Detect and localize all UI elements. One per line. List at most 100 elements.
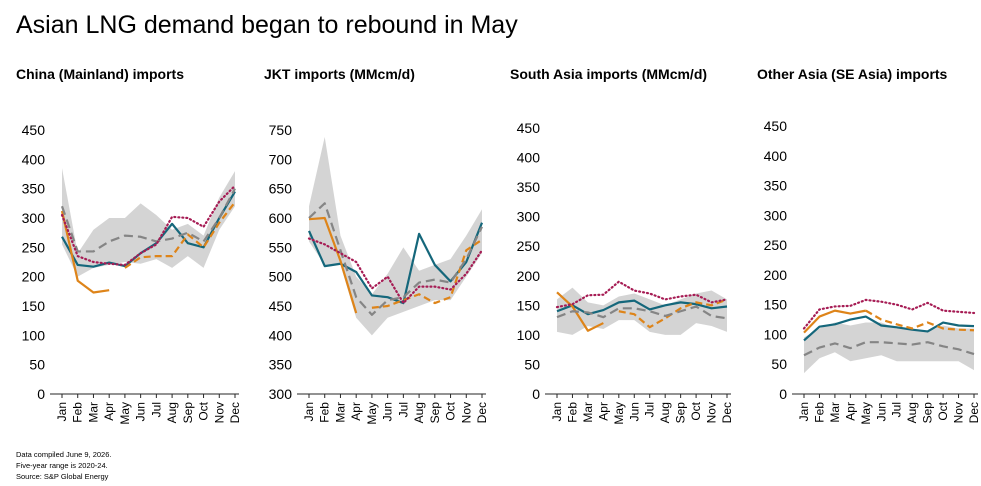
x-tick-label: Jun xyxy=(627,402,641,421)
x-tick-label: Mar xyxy=(581,402,595,423)
series-line-gray_dash xyxy=(308,202,483,316)
y-tick-label: 400 xyxy=(517,150,541,166)
chart-panel-3: 0 50 100 150 200 250 300 350 400 450 Jan Feb Mar Apr M… xyxy=(764,118,981,425)
x-tick-label: Oct xyxy=(936,401,950,420)
panel-title-jkt: JKT imports (MMcm/d) xyxy=(264,66,415,82)
footnote-range: Five-year range is 2020-24. xyxy=(16,461,108,470)
x-tick-label: Aug xyxy=(658,402,672,423)
series-line-orange_dash xyxy=(618,298,728,329)
x-tick-label: Apr xyxy=(596,402,610,421)
series-line-teal_solid xyxy=(803,315,975,342)
y-tick-label: 50 xyxy=(29,357,45,373)
y-tick-label: 150 xyxy=(517,297,541,313)
x-tick-label: Oct xyxy=(197,401,211,420)
y-tick-label: 600 xyxy=(269,210,293,226)
series-line-gray_dash xyxy=(803,341,975,357)
series-line-maroon_dot xyxy=(307,237,484,305)
y-tick-label: 200 xyxy=(764,267,788,283)
y-tick-label: 150 xyxy=(764,297,788,313)
panel-title-south-asia: South Asia imports (MMcm/d) xyxy=(510,66,708,82)
five-year-range-band xyxy=(62,168,235,277)
x-tick-label: Dec xyxy=(228,402,242,423)
x-tick-label: Feb xyxy=(812,402,826,423)
y-tick-label: 200 xyxy=(22,269,46,285)
x-tick-label: Apr xyxy=(102,402,116,421)
y-tick-label: 650 xyxy=(269,181,293,197)
x-tick-label: Jan xyxy=(550,402,564,421)
series-line-orange_solid xyxy=(803,309,867,334)
y-tick-label: 350 xyxy=(22,181,46,197)
series-line-orange_solid xyxy=(556,291,604,332)
x-tick-label: Jun xyxy=(134,402,148,421)
x-tick-label: Nov xyxy=(952,402,966,423)
x-tick-label: Oct xyxy=(444,401,458,420)
x-tick-label: Jul xyxy=(890,402,904,417)
x-tick-label: Jan xyxy=(797,402,811,421)
x-tick-label: Feb xyxy=(71,402,85,423)
chart-panel-0: 0 50 100 150 200 250 300 350 400 450 Jan Feb Mar Apr M… xyxy=(22,122,242,425)
y-tick-label: 750 xyxy=(269,122,293,138)
y-tick-label: 400 xyxy=(22,151,46,167)
footnote-date: Data compiled June 9, 2026. xyxy=(16,450,112,459)
x-tick-label: Jan xyxy=(55,402,69,421)
series-line-gray_dash xyxy=(60,188,236,253)
x-tick-label: May xyxy=(365,402,379,425)
y-tick-label: 250 xyxy=(517,238,541,254)
x-tick-label: Aug xyxy=(165,402,179,423)
series-line-orange_dash xyxy=(371,238,483,309)
five-year-range-band xyxy=(557,287,727,335)
x-tick-label: Jan xyxy=(302,402,316,421)
y-tick-label: 150 xyxy=(22,298,46,314)
series-line-gray_dash xyxy=(556,305,728,320)
y-tick-label: 300 xyxy=(764,207,788,223)
x-tick-label: Dec xyxy=(475,402,489,423)
x-tick-label: Jun xyxy=(874,402,888,421)
x-tick-label: Mar xyxy=(828,402,842,423)
x-tick-label: Jun xyxy=(381,402,395,421)
x-tick-label: Mar xyxy=(333,402,347,423)
five-year-range-band xyxy=(804,322,974,374)
x-tick-label: Sep xyxy=(921,402,935,424)
x-tick-label: Dec xyxy=(967,402,981,423)
series-line-orange_dash xyxy=(865,309,975,332)
y-tick-label: 550 xyxy=(269,239,293,255)
y-tick-label: 100 xyxy=(22,327,46,343)
y-tick-label: 200 xyxy=(517,268,541,284)
y-tick-label: 400 xyxy=(764,148,788,164)
x-tick-label: Dec xyxy=(720,402,734,423)
x-tick-label: Mar xyxy=(86,402,100,423)
y-tick-label: 400 xyxy=(269,327,293,343)
y-tick-label: 350 xyxy=(764,178,788,194)
y-tick-label: 450 xyxy=(22,122,46,138)
x-tick-label: Feb xyxy=(565,402,579,423)
x-tick-label: Sep xyxy=(674,402,688,424)
panel-title-china: China (Mainland) imports xyxy=(16,66,184,82)
series-line-orange_solid xyxy=(308,216,358,314)
y-tick-label: 50 xyxy=(771,356,787,372)
x-tick-label: Nov xyxy=(212,402,226,423)
y-tick-label: 450 xyxy=(517,120,541,136)
y-tick-label: 250 xyxy=(764,237,788,253)
panel-title-other-asia: Other Asia (SE Asia) imports xyxy=(757,66,948,82)
y-tick-label: 250 xyxy=(22,239,46,255)
y-tick-label: 450 xyxy=(269,298,293,314)
y-tick-label: 0 xyxy=(779,386,787,402)
y-tick-label: 50 xyxy=(524,356,540,372)
footnote-source: Source: S&P Global Energy xyxy=(16,472,109,481)
y-tick-label: 100 xyxy=(517,327,541,343)
x-tick-label: Aug xyxy=(905,402,919,423)
x-tick-label: Feb xyxy=(318,402,332,423)
x-tick-label: May xyxy=(118,402,132,425)
x-tick-label: Sep xyxy=(181,402,195,424)
x-tick-label: Sep xyxy=(428,402,442,424)
y-tick-label: 100 xyxy=(764,326,788,342)
y-tick-label: 350 xyxy=(517,179,541,195)
page-title: Asian LNG demand began to rebound in May xyxy=(16,11,518,39)
x-tick-label: May xyxy=(612,402,626,425)
x-tick-label: Apr xyxy=(843,402,857,421)
series-line-maroon_dot xyxy=(60,184,237,267)
y-tick-label: 700 xyxy=(269,151,293,167)
series-line-orange_solid xyxy=(60,210,110,294)
